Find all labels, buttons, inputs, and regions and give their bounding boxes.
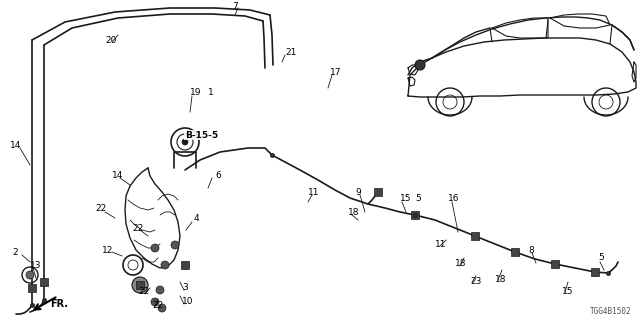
Circle shape xyxy=(182,139,188,145)
Bar xyxy=(181,261,189,269)
Text: 11: 11 xyxy=(308,188,319,196)
Text: 19: 19 xyxy=(190,87,202,97)
Text: 22: 22 xyxy=(132,223,143,233)
Text: 22: 22 xyxy=(152,300,163,309)
Circle shape xyxy=(151,298,159,306)
Text: 11: 11 xyxy=(435,239,447,249)
Circle shape xyxy=(415,60,425,70)
Text: 18: 18 xyxy=(455,260,467,268)
Text: 8: 8 xyxy=(528,245,534,254)
Circle shape xyxy=(158,304,166,312)
Text: 18: 18 xyxy=(348,207,360,217)
Bar xyxy=(136,281,144,289)
Text: TGG4B1502: TGG4B1502 xyxy=(590,307,632,316)
Text: 17: 17 xyxy=(330,68,342,76)
Text: 4: 4 xyxy=(194,213,200,222)
Text: 9: 9 xyxy=(355,188,361,196)
Text: B-15-5: B-15-5 xyxy=(185,131,218,140)
Circle shape xyxy=(171,241,179,249)
Text: 1: 1 xyxy=(208,87,214,97)
Text: 3: 3 xyxy=(182,284,188,292)
Text: 20: 20 xyxy=(105,36,116,44)
Text: 23: 23 xyxy=(470,277,481,286)
Text: 6: 6 xyxy=(215,171,221,180)
Bar xyxy=(40,278,48,286)
Text: 5: 5 xyxy=(415,194,420,203)
Text: 14: 14 xyxy=(10,140,21,149)
Text: 12: 12 xyxy=(102,245,113,254)
Text: 16: 16 xyxy=(448,194,460,203)
Bar xyxy=(28,284,36,292)
Text: 21: 21 xyxy=(285,47,296,57)
Bar xyxy=(411,211,419,219)
Bar xyxy=(511,248,519,256)
Text: 13: 13 xyxy=(30,260,42,269)
Text: FR.: FR. xyxy=(50,299,68,309)
Text: 2: 2 xyxy=(12,247,18,257)
Text: 5: 5 xyxy=(598,253,604,262)
Bar xyxy=(374,188,382,196)
Circle shape xyxy=(26,271,34,279)
Text: 10: 10 xyxy=(182,298,193,307)
Text: 15: 15 xyxy=(562,287,573,297)
Text: 22: 22 xyxy=(138,287,149,297)
Bar xyxy=(471,232,479,240)
Text: 22: 22 xyxy=(95,204,106,212)
Text: 14: 14 xyxy=(112,171,124,180)
Text: 18: 18 xyxy=(495,276,506,284)
Bar xyxy=(591,268,599,276)
Circle shape xyxy=(161,261,169,269)
Text: 15: 15 xyxy=(400,194,412,203)
Circle shape xyxy=(156,286,164,294)
Bar xyxy=(551,260,559,268)
Circle shape xyxy=(151,244,159,252)
Text: 7: 7 xyxy=(232,2,237,11)
Circle shape xyxy=(132,277,148,293)
